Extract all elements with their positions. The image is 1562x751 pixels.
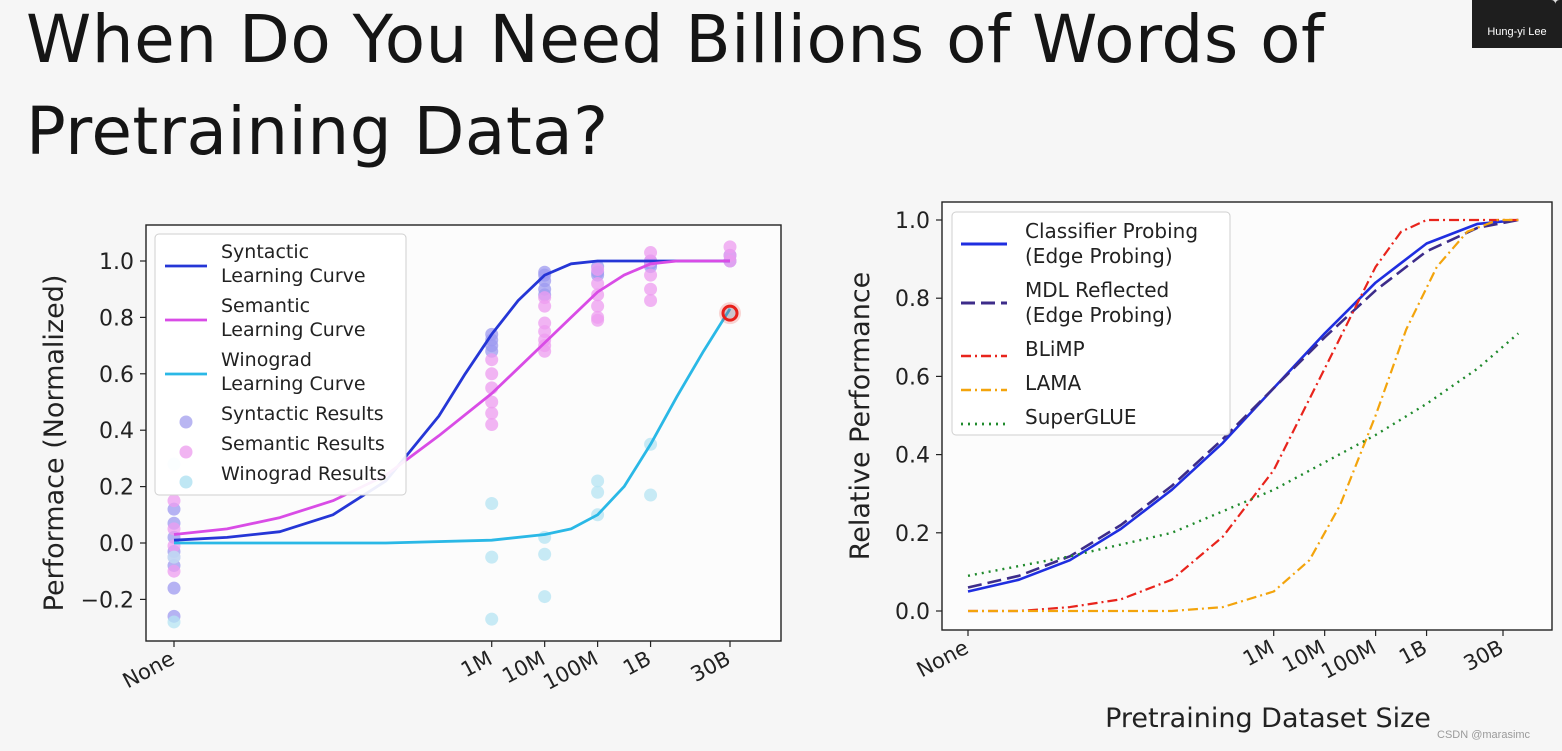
slide-title-line-1: When Do You Need Billions of Words of [26,1,1325,78]
slide-title-line-2: Pretraining Data? [26,93,609,170]
left-scatter-point [485,395,499,409]
webcam-top-glyph: ✦ [1550,0,1560,7]
left-scatter-point [644,268,658,282]
left-legend-label: Semantic Results [221,433,385,455]
right-legend-label: SuperGLUE [1025,405,1137,429]
left-scatter-point [591,485,605,499]
left-scatter-point [591,313,605,327]
left-curve-line [174,308,732,545]
left-scatter-point [167,522,181,536]
left-scatter-point [167,615,181,629]
left-scatter-point [591,288,605,302]
right-series-line [967,218,1519,593]
right-y-tick-label: 0.4 [895,444,930,469]
left-scatter-point [485,406,499,420]
left-y-tick-label: 0.6 [99,363,134,388]
left-scatter-point [485,353,499,367]
left-y-tick-label: −0.2 [81,588,134,613]
right-series-line [968,218,1519,613]
left-curve-line [173,259,730,542]
left-legend-box [154,233,407,496]
right-x-tick-label: 100M [1317,635,1380,684]
presenter-webcam: ✦ Hung-yi Lee [1472,0,1562,48]
right-legend-box [951,211,1231,436]
left-scatter-point [538,590,552,604]
right-legend: Classifier Probing(Edge Probing)MDL Refl… [951,211,1231,436]
left-legend-label: Syntactic Results [221,403,384,425]
left-legend-label: Syntactic [221,241,309,263]
right-y-tick-label: 1.0 [895,209,930,234]
left-highlight-marker [721,304,739,322]
left-scatter-point [644,282,658,296]
left-scatter-point [644,293,658,307]
right-x-axis-label: Pretraining Dataset Size [1105,703,1431,734]
left-legend-label: Learning Curve [221,265,366,287]
left-y-tick-label: 1.0 [99,250,134,275]
left-scatter-point [591,474,605,488]
right-y-tick-label: 0.2 [895,522,930,547]
left-y-tick-label: 0.4 [99,419,134,444]
right-legend-label: MDL Reflected [1025,278,1169,302]
left-scatter-point [485,418,499,432]
left-scatter-point [485,367,499,381]
left-y-tick-label: 0.8 [99,306,134,331]
right-x-tick-label: 1B [1395,635,1431,669]
right-y-tick-label: 0.8 [895,287,930,312]
left-legend-label: Learning Curve [221,373,366,395]
left-y-tick-label: 0.2 [99,476,134,501]
left-curve-line [173,259,730,536]
left-scatter-point [485,550,499,564]
left-y-axis-label: Performace (Normalized) [39,275,70,612]
right-legend-label: LAMA [1025,371,1082,395]
right-legend-label: Classifier Probing [1025,219,1198,243]
right-legend-label: BLiMP [1025,337,1085,361]
right-x-tick-label: None [913,635,973,682]
left-highlight-glow [719,302,741,325]
left-legend-label: Learning Curve [221,319,366,341]
right-y-tick-label: 0.0 [895,600,930,625]
left-legend-dot-swatch [179,475,193,489]
left-scatter-point [485,612,499,626]
left-legend-label: Winograd Results [221,463,387,485]
presenter-name: Hung-yi Lee [1487,26,1547,38]
left-scatter-point [591,299,605,313]
left-scatter-point [538,344,552,358]
left-y-tick-label: 0.0 [99,532,134,557]
left-scatter-point [538,299,552,313]
left-legend-dot-swatch [179,445,193,459]
left-scatter-point [167,564,181,578]
left-scatter-point [485,497,499,511]
right-y-tick-label: 0.6 [895,365,930,390]
watermark: CSDN @marasimc [1437,729,1531,741]
left-legend-dot-swatch [179,415,193,429]
left-scatter-point [167,581,181,595]
right-legend-label: (Edge Probing) [1025,244,1173,268]
right-legend-label: (Edge Probing) [1025,303,1173,327]
right-y-axis-label: Relative Performance [845,272,876,561]
right-series-line [968,218,1519,613]
right-series-line [967,218,1519,589]
left-legend-label: Winograd [221,349,312,371]
right-x-tick-label: 30B [1460,635,1508,676]
slide-title: When Do You Need Billions of Words of Pr… [26,0,1325,178]
left-scatter-point [644,488,658,502]
left-scatter-point [591,277,605,291]
left-legend-label: Semantic [221,295,310,317]
left-scatter-point [538,547,552,561]
left-scatter-point [167,550,181,564]
left-scatter-point [167,494,181,508]
left-scatter-point [591,262,605,276]
right-x-tick-label: 1M [1239,635,1278,671]
